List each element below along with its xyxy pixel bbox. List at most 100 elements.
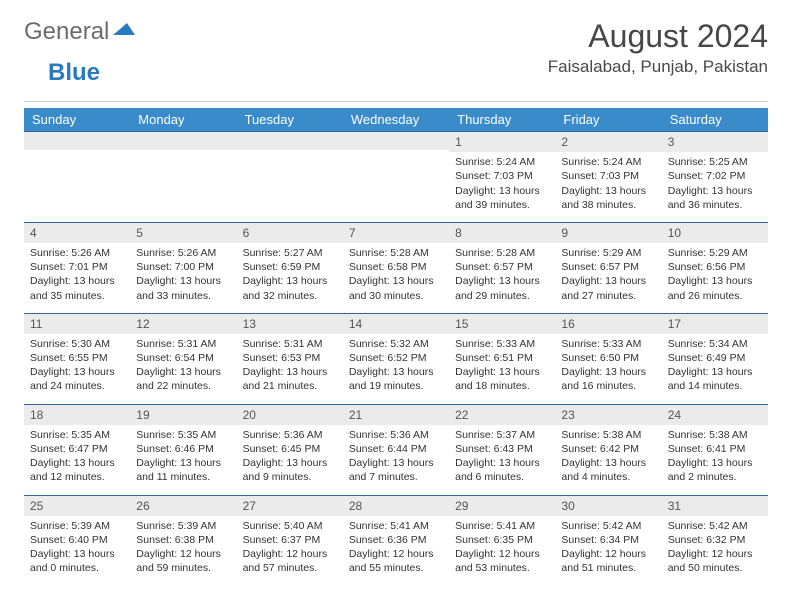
day-number: 16 [555, 314, 661, 334]
logo-text-blue: Blue [48, 59, 100, 86]
daylight-line: Daylight: 13 hours and 22 minutes. [136, 365, 230, 393]
calendar-cell-empty [237, 132, 343, 223]
sunset-line: Sunset: 7:03 PM [561, 169, 655, 183]
day-number: 12 [130, 314, 236, 334]
daylight-line: Daylight: 13 hours and 7 minutes. [349, 456, 443, 484]
day-body: Sunrise: 5:41 AMSunset: 6:36 PMDaylight:… [343, 516, 449, 586]
day-body: Sunrise: 5:34 AMSunset: 6:49 PMDaylight:… [662, 334, 768, 404]
daylight-line: Daylight: 13 hours and 29 minutes. [455, 274, 549, 302]
day-body: Sunrise: 5:27 AMSunset: 6:59 PMDaylight:… [237, 243, 343, 313]
daylight-line: Daylight: 13 hours and 11 minutes. [136, 456, 230, 484]
daylight-line: Daylight: 13 hours and 0 minutes. [30, 547, 124, 575]
sunrise-line: Sunrise: 5:24 AM [455, 155, 549, 169]
day-number: 15 [449, 314, 555, 334]
day-number: 24 [662, 405, 768, 425]
calendar-cell: 25Sunrise: 5:39 AMSunset: 6:40 PMDayligh… [24, 495, 130, 585]
calendar-cell: 5Sunrise: 5:26 AMSunset: 7:00 PMDaylight… [130, 222, 236, 313]
calendar-cell-empty [130, 132, 236, 223]
daylight-line: Daylight: 13 hours and 4 minutes. [561, 456, 655, 484]
sunrise-line: Sunrise: 5:38 AM [668, 428, 762, 442]
daylight-line: Daylight: 13 hours and 39 minutes. [455, 184, 549, 212]
day-header: Monday [130, 108, 236, 132]
calendar-thead: SundayMondayTuesdayWednesdayThursdayFrid… [24, 108, 768, 132]
sunrise-line: Sunrise: 5:36 AM [349, 428, 443, 442]
day-body: Sunrise: 5:33 AMSunset: 6:51 PMDaylight:… [449, 334, 555, 404]
day-number: 11 [24, 314, 130, 334]
day-body: Sunrise: 5:25 AMSunset: 7:02 PMDaylight:… [662, 152, 768, 222]
sunset-line: Sunset: 6:41 PM [668, 442, 762, 456]
day-number: 10 [662, 223, 768, 243]
daylight-line: Daylight: 12 hours and 50 minutes. [668, 547, 762, 575]
calendar-cell: 8Sunrise: 5:28 AMSunset: 6:57 PMDaylight… [449, 222, 555, 313]
day-number: 27 [237, 496, 343, 516]
day-body: Sunrise: 5:39 AMSunset: 6:40 PMDaylight:… [24, 516, 130, 586]
calendar-tbody: 1Sunrise: 5:24 AMSunset: 7:03 PMDaylight… [24, 132, 768, 586]
sunrise-line: Sunrise: 5:38 AM [561, 428, 655, 442]
sunrise-line: Sunrise: 5:41 AM [455, 519, 549, 533]
calendar-cell: 6Sunrise: 5:27 AMSunset: 6:59 PMDaylight… [237, 222, 343, 313]
sunrise-line: Sunrise: 5:35 AM [136, 428, 230, 442]
daylight-line: Daylight: 12 hours and 55 minutes. [349, 547, 443, 575]
day-body [130, 150, 236, 210]
sunset-line: Sunset: 6:46 PM [136, 442, 230, 456]
daylight-line: Daylight: 13 hours and 24 minutes. [30, 365, 124, 393]
calendar-cell: 4Sunrise: 5:26 AMSunset: 7:01 PMDaylight… [24, 222, 130, 313]
day-body: Sunrise: 5:38 AMSunset: 6:41 PMDaylight:… [662, 425, 768, 495]
day-header: Sunday [24, 108, 130, 132]
calendar-cell: 7Sunrise: 5:28 AMSunset: 6:58 PMDaylight… [343, 222, 449, 313]
calendar-row: 1Sunrise: 5:24 AMSunset: 7:03 PMDaylight… [24, 132, 768, 223]
sunrise-line: Sunrise: 5:33 AM [561, 337, 655, 351]
day-number [130, 132, 236, 150]
sunrise-line: Sunrise: 5:25 AM [668, 155, 762, 169]
sunset-line: Sunset: 6:53 PM [243, 351, 337, 365]
daylight-line: Daylight: 13 hours and 33 minutes. [136, 274, 230, 302]
daylight-line: Daylight: 13 hours and 21 minutes. [243, 365, 337, 393]
sunrise-line: Sunrise: 5:24 AM [561, 155, 655, 169]
calendar-cell: 22Sunrise: 5:37 AMSunset: 6:43 PMDayligh… [449, 404, 555, 495]
day-body [343, 150, 449, 210]
sunset-line: Sunset: 6:55 PM [30, 351, 124, 365]
day-body: Sunrise: 5:36 AMSunset: 6:45 PMDaylight:… [237, 425, 343, 495]
day-body: Sunrise: 5:29 AMSunset: 6:57 PMDaylight:… [555, 243, 661, 313]
day-number [237, 132, 343, 150]
calendar-cell: 27Sunrise: 5:40 AMSunset: 6:37 PMDayligh… [237, 495, 343, 585]
day-header: Thursday [449, 108, 555, 132]
day-number: 22 [449, 405, 555, 425]
sunrise-line: Sunrise: 5:42 AM [561, 519, 655, 533]
calendar-cell: 31Sunrise: 5:42 AMSunset: 6:32 PMDayligh… [662, 495, 768, 585]
logo: General [24, 18, 137, 46]
title-block: August 2024 Faisalabad, Punjab, Pakistan [548, 18, 768, 77]
sunset-line: Sunset: 6:38 PM [136, 533, 230, 547]
calendar-row: 25Sunrise: 5:39 AMSunset: 6:40 PMDayligh… [24, 495, 768, 585]
sunrise-line: Sunrise: 5:39 AM [136, 519, 230, 533]
day-number: 13 [237, 314, 343, 334]
sunrise-line: Sunrise: 5:29 AM [668, 246, 762, 260]
calendar-cell: 19Sunrise: 5:35 AMSunset: 6:46 PMDayligh… [130, 404, 236, 495]
sunset-line: Sunset: 6:40 PM [30, 533, 124, 547]
day-number: 6 [237, 223, 343, 243]
day-body [24, 150, 130, 210]
sunrise-line: Sunrise: 5:42 AM [668, 519, 762, 533]
sunset-line: Sunset: 6:44 PM [349, 442, 443, 456]
sunset-line: Sunset: 6:43 PM [455, 442, 549, 456]
day-body: Sunrise: 5:35 AMSunset: 6:46 PMDaylight:… [130, 425, 236, 495]
month-title: August 2024 [548, 18, 768, 55]
day-body: Sunrise: 5:39 AMSunset: 6:38 PMDaylight:… [130, 516, 236, 586]
calendar-table: SundayMondayTuesdayWednesdayThursdayFrid… [24, 108, 768, 585]
day-number: 25 [24, 496, 130, 516]
day-body: Sunrise: 5:40 AMSunset: 6:37 PMDaylight:… [237, 516, 343, 586]
daylight-line: Daylight: 13 hours and 38 minutes. [561, 184, 655, 212]
sunrise-line: Sunrise: 5:27 AM [243, 246, 337, 260]
daylight-line: Daylight: 13 hours and 9 minutes. [243, 456, 337, 484]
day-number: 29 [449, 496, 555, 516]
day-number: 26 [130, 496, 236, 516]
day-number: 4 [24, 223, 130, 243]
sunrise-line: Sunrise: 5:36 AM [243, 428, 337, 442]
day-body: Sunrise: 5:33 AMSunset: 6:50 PMDaylight:… [555, 334, 661, 404]
day-body: Sunrise: 5:37 AMSunset: 6:43 PMDaylight:… [449, 425, 555, 495]
day-number: 5 [130, 223, 236, 243]
sunrise-line: Sunrise: 5:35 AM [30, 428, 124, 442]
sunrise-line: Sunrise: 5:26 AM [30, 246, 124, 260]
sunrise-line: Sunrise: 5:28 AM [349, 246, 443, 260]
day-body: Sunrise: 5:28 AMSunset: 6:57 PMDaylight:… [449, 243, 555, 313]
